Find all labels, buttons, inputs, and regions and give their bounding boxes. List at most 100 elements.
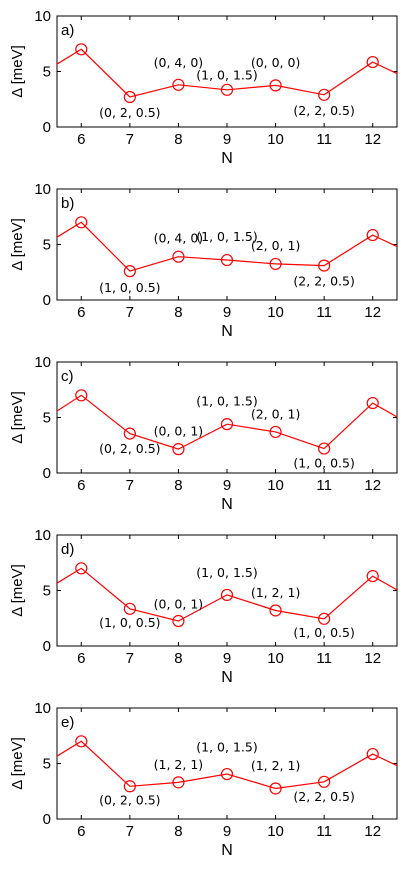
x-tick-label: 11 — [316, 131, 332, 148]
panel-label: a) — [61, 22, 74, 39]
x-tick-label: 6 — [77, 823, 85, 840]
x-tick-label: 7 — [126, 823, 134, 840]
x-tick-label: 9 — [223, 477, 231, 494]
state-annotation: (1, 2, 1) — [251, 758, 301, 773]
data-point-marker — [318, 88, 331, 101]
y-tick-label: 10 — [34, 527, 51, 544]
x-tick-label: 6 — [77, 477, 85, 494]
y-tick-label: 5 — [43, 64, 51, 81]
state-annotation: (0, 4, 0) — [154, 230, 204, 245]
x-axis-label: N — [221, 842, 233, 859]
x-tick-label: 7 — [126, 131, 134, 148]
x-tick-label: 11 — [316, 477, 332, 494]
x-tick-label: 8 — [174, 477, 182, 494]
chart-panel-b: 6 7 8 9 10 11 12 0 5 10 N Δ [meV] b) (1, 0, 0.5) (0, 4… — [9, 181, 398, 340]
x-tick-label: 7 — [126, 477, 134, 494]
y-axis-label: Δ [meV] — [9, 737, 26, 790]
chart-panel-c: 6 7 8 9 10 11 12 0 5 10 N Δ [meV] c) (0, 2, 0.5) (0, 0… — [9, 354, 398, 513]
data-point-marker — [366, 396, 379, 410]
data-point-marker — [366, 55, 379, 69]
y-tick-label: 0 — [43, 811, 51, 828]
state-annotation: (2, 2, 0.5) — [293, 274, 354, 289]
data-point-marker — [123, 90, 136, 104]
x-tick-label: 11 — [316, 304, 332, 321]
x-tick-label: 9 — [223, 650, 231, 667]
data-point-marker — [123, 602, 136, 615]
data-point-marker — [269, 782, 282, 795]
panel-label: b) — [61, 195, 74, 212]
y-tick-label: 10 — [34, 354, 51, 371]
series-line — [57, 48, 397, 98]
x-axis-label: N — [221, 669, 233, 686]
x-tick-label: 10 — [267, 650, 284, 667]
x-tick-label: 9 — [223, 823, 231, 840]
data-point-marker — [318, 442, 331, 455]
x-tick-label: 9 — [223, 131, 231, 148]
panel-label: d) — [61, 541, 74, 558]
x-tick-label: 12 — [364, 823, 381, 840]
data-point-marker — [220, 418, 234, 431]
data-point-marker — [75, 389, 88, 402]
state-annotation: (1, 0, 1.5) — [196, 393, 257, 408]
x-tick-label: 6 — [77, 650, 85, 667]
data-point-marker — [366, 747, 379, 761]
data-point-marker — [318, 612, 331, 625]
state-annotation: (1, 0, 1.5) — [196, 67, 257, 82]
state-annotation: (1, 0, 1.5) — [196, 229, 257, 244]
data-point-marker — [172, 443, 185, 456]
x-tick-label: 12 — [364, 477, 381, 494]
state-annotation: (0, 2, 0.5) — [99, 793, 160, 808]
data-point-marker — [269, 257, 282, 271]
data-point-marker — [220, 767, 234, 781]
state-annotation: (1, 0, 0.5) — [293, 455, 354, 470]
data-point-marker — [172, 614, 185, 628]
y-tick-label: 0 — [43, 638, 51, 655]
x-axis-label: N — [221, 323, 233, 340]
chart-panel-d: 6 7 8 9 10 11 12 0 5 10 N Δ [meV] d) (1, 0, 0.5) (0, 0… — [9, 527, 398, 686]
state-annotation: (1, 0, 0.5) — [293, 625, 354, 640]
x-tick-label: 8 — [174, 131, 182, 148]
series-line — [57, 221, 397, 272]
panel-label: c) — [61, 368, 74, 385]
data-point-marker — [75, 735, 88, 748]
x-tick-label: 8 — [174, 823, 182, 840]
y-tick-label: 5 — [43, 237, 51, 254]
data-point-marker — [318, 259, 331, 272]
x-tick-label: 11 — [316, 650, 332, 667]
state-annotation: (0, 0, 1) — [154, 596, 204, 611]
state-annotation: (0, 0, 0) — [251, 55, 301, 70]
data-point-marker — [123, 780, 136, 793]
y-tick-label: 0 — [43, 292, 51, 309]
x-tick-label: 11 — [316, 823, 332, 840]
x-tick-label: 12 — [364, 131, 381, 148]
x-tick-label: 8 — [174, 650, 182, 667]
state-annotation: (0, 2, 0.5) — [99, 441, 160, 456]
chart-panel-e: 6 7 8 9 10 11 12 0 5 10 N Δ [meV] e) (0, 2, 0.5) (1, 2… — [9, 700, 398, 859]
data-point-marker — [269, 79, 282, 92]
x-tick-label: 8 — [174, 304, 182, 321]
x-tick-label: 6 — [77, 304, 85, 321]
data-point-marker — [123, 265, 136, 278]
x-axis-label: N — [221, 496, 233, 513]
y-axis-label: Δ [meV] — [9, 391, 26, 444]
y-tick-label: 10 — [34, 8, 51, 25]
state-annotation: (2, 0, 1) — [251, 238, 301, 253]
data-point-marker — [220, 83, 234, 96]
data-point-marker — [318, 775, 331, 788]
x-tick-label: 10 — [267, 823, 284, 840]
data-point-marker — [269, 425, 282, 439]
x-tick-label: 9 — [223, 304, 231, 321]
data-point-marker — [366, 228, 379, 242]
y-tick-label: 5 — [43, 583, 51, 600]
series-line — [57, 740, 397, 790]
y-tick-label: 5 — [43, 756, 51, 773]
panel-label: e) — [61, 714, 74, 731]
state-annotation: (2, 2, 0.5) — [293, 103, 354, 118]
y-tick-label: 10 — [34, 181, 51, 198]
state-annotation: (2, 0, 1) — [251, 407, 301, 422]
state-annotation: (0, 2, 0.5) — [99, 105, 160, 120]
data-point-marker — [172, 250, 185, 263]
series-line — [57, 567, 397, 622]
data-point-marker — [75, 562, 88, 575]
